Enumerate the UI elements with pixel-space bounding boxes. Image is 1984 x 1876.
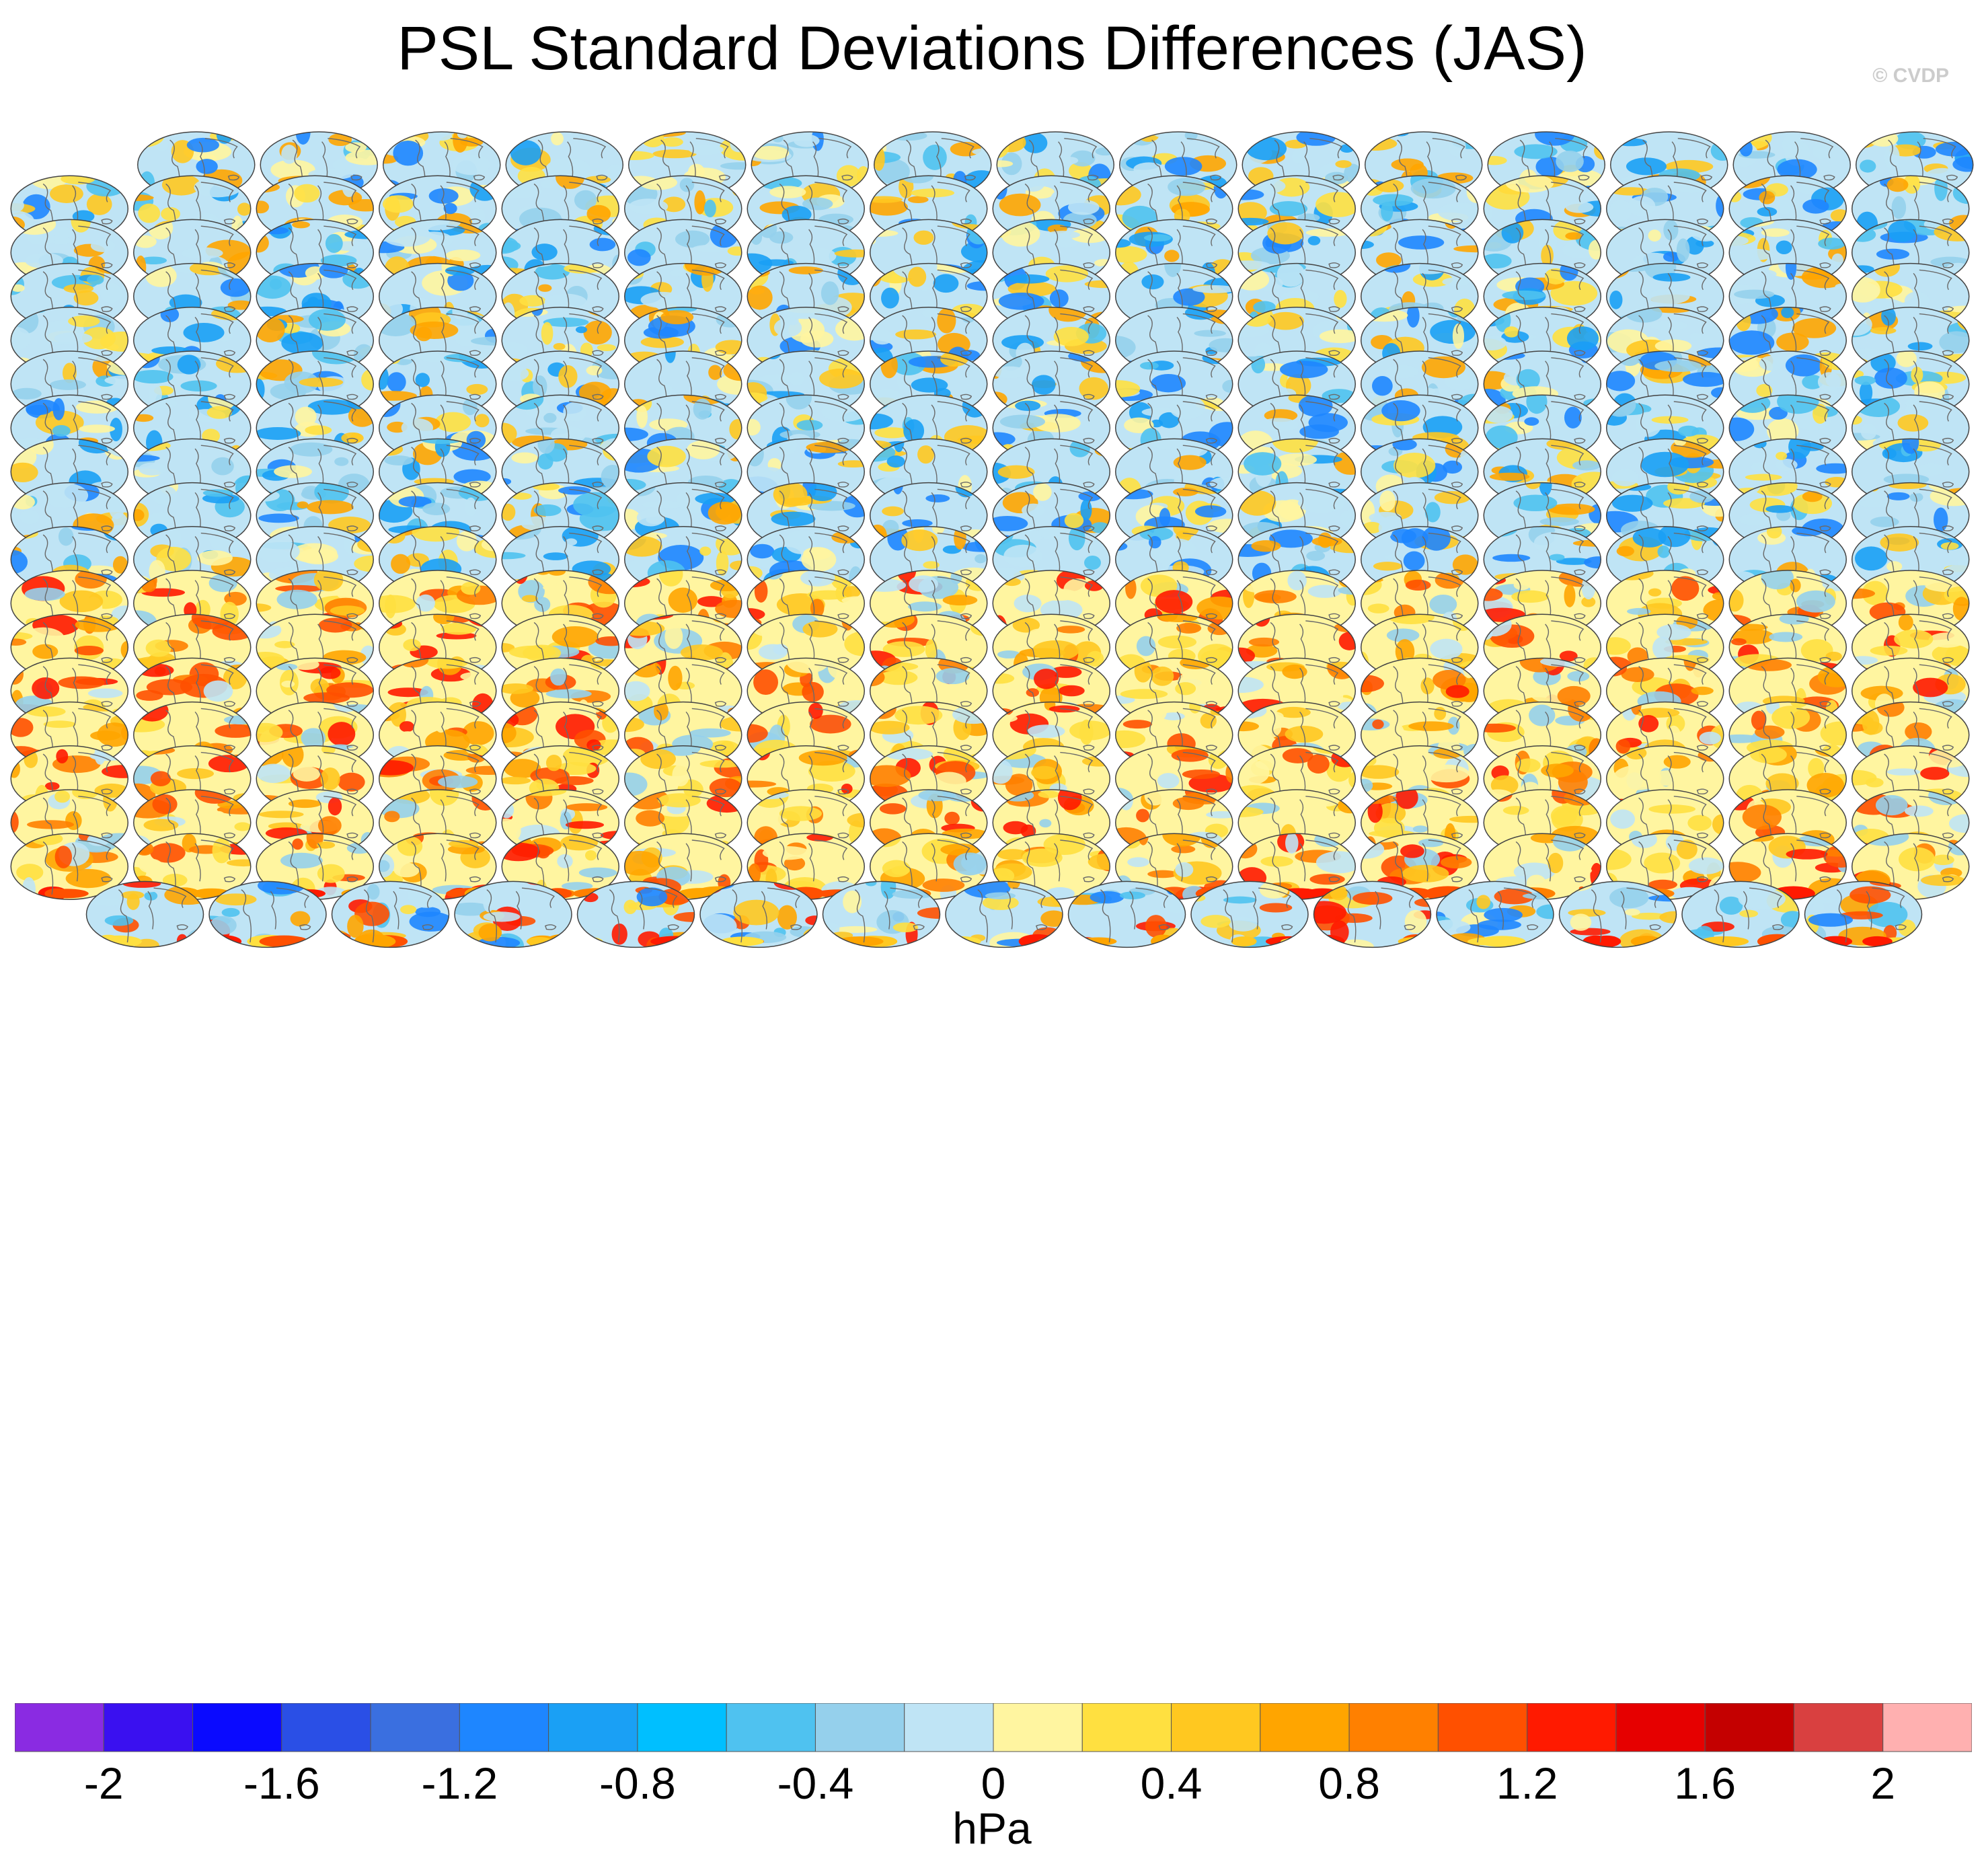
colorbar-tick-label: 0.4 — [1141, 1758, 1203, 1804]
colorbar-swatch — [1348, 1703, 1439, 1752]
map-panel-outline — [10, 833, 128, 900]
cvdp-credit: © CVDP — [1872, 65, 1949, 87]
map-panel-outline — [331, 880, 450, 948]
map-panel-outline — [1436, 880, 1554, 948]
colorbar-tick-label: 1.2 — [1496, 1758, 1558, 1804]
colorbar-tick-label: -1.2 — [421, 1758, 498, 1804]
colorbar-swatch — [192, 1703, 282, 1752]
map-panel-outline — [945, 880, 1063, 948]
map-panel-outline — [822, 880, 941, 948]
map-panel-outline — [1804, 880, 1923, 948]
colorbar-swatch — [726, 1703, 816, 1752]
map-panel — [946, 881, 1063, 948]
map-panel-grid — [10, 131, 1974, 948]
colorbar-swatch — [1260, 1703, 1350, 1752]
colorbar-swatch — [1437, 1703, 1528, 1752]
map-panel-outline — [1067, 880, 1186, 948]
colorbar-swatch — [1793, 1703, 1884, 1752]
colorbar-swatch — [1081, 1703, 1172, 1752]
colorbar-tick-label: 0.8 — [1318, 1758, 1380, 1804]
map-panel-outline — [699, 880, 818, 948]
map-panel — [1437, 881, 1554, 948]
map-panel-outline — [1681, 880, 1800, 948]
colorbar-tick-label: 1.6 — [1674, 1758, 1736, 1804]
colorbar-swatch — [1527, 1703, 1617, 1752]
map-panel-outline — [208, 880, 327, 948]
colorbar-swatch — [103, 1703, 194, 1752]
colorbar-swatch — [1882, 1703, 1972, 1752]
colorbar-swatch — [459, 1703, 549, 1752]
map-panel-outline — [1313, 880, 1432, 948]
colorbar-tick-label: -0.8 — [599, 1758, 676, 1804]
colorbar-tick-label: 0 — [981, 1758, 1006, 1804]
colorbar-swatch — [993, 1703, 1083, 1752]
map-panel-outline — [576, 880, 695, 948]
colorbar: -2 -1.6 -1.2 -0.8 -0.4 0 0.4 0.8 1.2 1.6 2 — [15, 1703, 1972, 1804]
colorbar-units: hPa — [952, 1803, 1032, 1853]
map-panel — [747, 833, 865, 900]
colorbar-swatch — [15, 1703, 104, 1752]
map-panel-outline — [454, 880, 572, 948]
colorbar-swatch — [637, 1703, 727, 1752]
colorbar-tick-label: 2 — [1870, 1758, 1895, 1804]
colorbar-swatch — [904, 1703, 994, 1752]
chart-title: PSL Standard Deviations Differences (JAS… — [397, 14, 1587, 83]
colorbar-swatch — [281, 1703, 371, 1752]
colorbar-swatch — [814, 1703, 905, 1752]
colorbar-swatch — [1171, 1703, 1261, 1752]
colorbar-swatch — [548, 1703, 638, 1752]
colorbar-tick-label: -0.4 — [777, 1758, 854, 1804]
map-panel — [993, 307, 1110, 373]
map-panel-outline — [85, 880, 204, 948]
colorbar-swatch — [370, 1703, 460, 1752]
colorbar-tick-label: -1.6 — [243, 1758, 320, 1804]
colorbar-tick-label: -2 — [84, 1758, 124, 1804]
map-panel-outline — [1190, 880, 1309, 948]
colorbar-swatch — [1704, 1703, 1794, 1752]
map-panel-outline — [1558, 880, 1677, 948]
map-panel — [11, 833, 128, 900]
colorbar-swatch — [1615, 1703, 1706, 1752]
